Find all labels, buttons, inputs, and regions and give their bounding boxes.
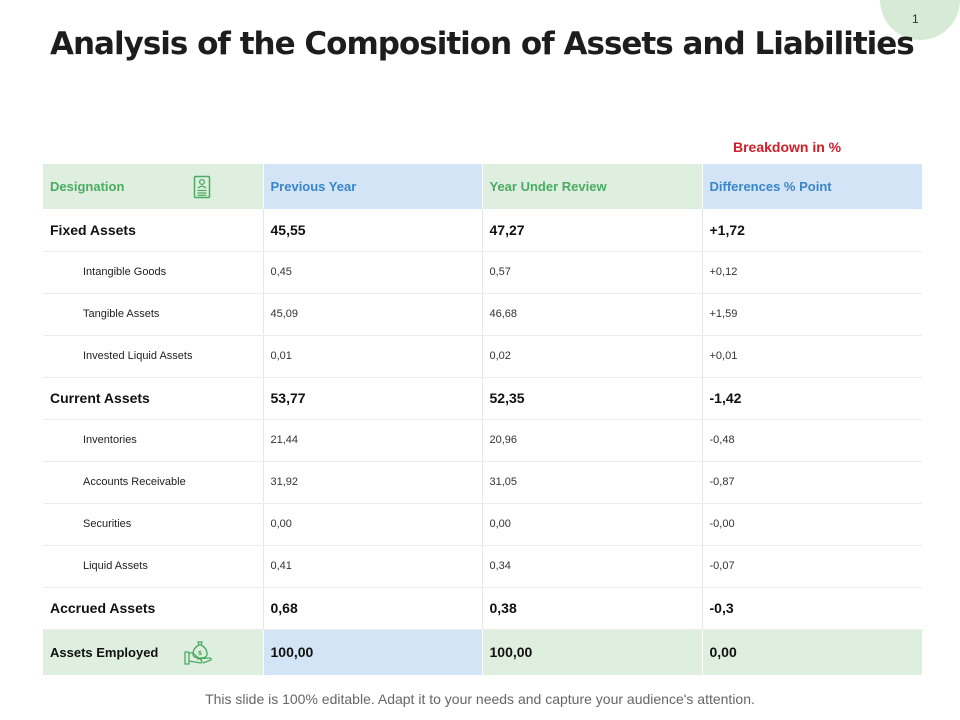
table-row: Tangible Assets 45,09 46,68 +1,59 — [43, 293, 922, 336]
review-year-value: 46,68 — [482, 293, 703, 336]
row-label: Inventories — [43, 419, 264, 462]
review-year-value: 0,38 — [482, 587, 703, 630]
previous-year-value: 45,09 — [263, 293, 483, 336]
page-number: 1 — [912, 12, 919, 26]
breakdown-label: Breakdown in % — [733, 139, 842, 155]
review-year-value: 20,96 — [482, 419, 703, 462]
header-designation-label: Designation — [50, 179, 125, 194]
previous-year-value: 0,01 — [263, 335, 483, 378]
review-year-value: 0,57 — [482, 251, 703, 294]
difference-value: +0,01 — [702, 335, 922, 378]
row-label: Tangible Assets — [43, 293, 264, 336]
previous-year-value: 21,44 — [263, 419, 483, 462]
row-label: Securities — [43, 503, 264, 546]
header-differences: Differences % Point — [702, 164, 923, 209]
table-row: Accounts Receivable 31,92 31,05 -0,87 — [43, 461, 922, 504]
row-label: Intangible Goods — [43, 251, 264, 294]
table-row: Current Assets 53,77 52,35 -1,42 — [43, 377, 922, 420]
row-label: Fixed Assets — [43, 209, 264, 252]
review-year-value: 52,35 — [482, 377, 703, 420]
total-review-year: 100,00 — [482, 629, 703, 675]
review-year-value: 0,02 — [482, 335, 703, 378]
header-year-under-review: Year Under Review — [482, 164, 703, 209]
row-label: Current Assets — [43, 377, 264, 420]
assets-table: Designation Previous Year Year Under Rev… — [43, 164, 923, 675]
total-label: Assets Employed — [50, 644, 159, 660]
difference-value: -0,87 — [702, 461, 922, 504]
difference-value: +1,72 — [702, 209, 922, 252]
table-row: Liquid Assets 0,41 0,34 -0,07 — [43, 545, 922, 588]
difference-value: -0,07 — [702, 545, 922, 588]
review-year-value: 47,27 — [482, 209, 703, 252]
difference-value: -0,00 — [702, 503, 922, 546]
table-row: Invested Liquid Assets 0,01 0,02 +0,01 — [43, 335, 922, 378]
difference-value: +1,59 — [702, 293, 922, 336]
difference-value: -0,48 — [702, 419, 922, 462]
hand-money-bag-icon: $ — [183, 639, 215, 665]
table-row: Intangible Goods 0,45 0,57 +0,12 — [43, 251, 922, 294]
previous-year-value: 0,68 — [263, 587, 483, 630]
table-row: Fixed Assets 45,55 47,27 +1,72 — [43, 209, 922, 252]
header-designation: Designation — [43, 164, 264, 209]
total-label-cell: Assets Employed $ — [43, 629, 264, 675]
document-person-icon — [193, 175, 211, 199]
table-row: Inventories 21,44 20,96 -0,48 — [43, 419, 922, 462]
difference-value: -1,42 — [702, 377, 922, 420]
table-row: Accrued Assets 0,68 0,38 -0,3 — [43, 587, 922, 630]
total-row: Assets Employed $ 100,00 100,00 0,00 — [43, 629, 923, 675]
previous-year-value: 53,77 — [263, 377, 483, 420]
previous-year-value: 31,92 — [263, 461, 483, 504]
review-year-value: 31,05 — [482, 461, 703, 504]
footer-note: This slide is 100% editable. Adapt it to… — [205, 691, 755, 707]
slide-title: Analysis of the Composition of Assets an… — [50, 26, 915, 62]
review-year-value: 0,34 — [482, 545, 703, 588]
row-label: Invested Liquid Assets — [43, 335, 264, 378]
previous-year-value: 45,55 — [263, 209, 483, 252]
row-label: Liquid Assets — [43, 545, 264, 588]
total-previous-year: 100,00 — [263, 629, 483, 675]
row-label: Accrued Assets — [43, 587, 264, 630]
table-header-row: Designation Previous Year Year Under Rev… — [43, 164, 923, 209]
header-previous-year: Previous Year — [263, 164, 483, 209]
table-row: Securities 0,00 0,00 -0,00 — [43, 503, 922, 546]
previous-year-value: 0,00 — [263, 503, 483, 546]
previous-year-value: 0,41 — [263, 545, 483, 588]
difference-value: -0,3 — [702, 587, 922, 630]
row-label: Accounts Receivable — [43, 461, 264, 504]
total-difference: 0,00 — [702, 629, 923, 675]
previous-year-value: 0,45 — [263, 251, 483, 294]
review-year-value: 0,00 — [482, 503, 703, 546]
svg-text:$: $ — [197, 650, 201, 657]
difference-value: +0,12 — [702, 251, 922, 294]
